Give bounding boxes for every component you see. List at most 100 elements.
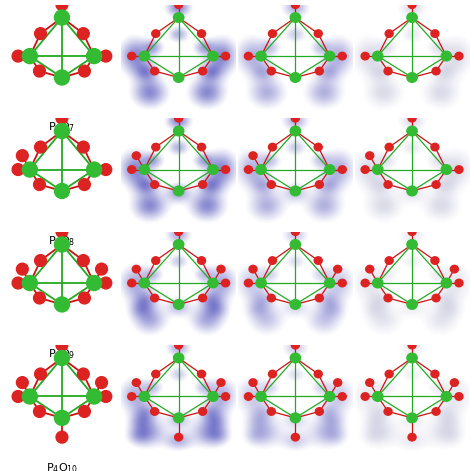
Circle shape xyxy=(208,278,218,288)
Circle shape xyxy=(441,51,452,61)
Circle shape xyxy=(221,52,229,60)
Circle shape xyxy=(55,350,69,365)
Circle shape xyxy=(315,408,323,415)
Circle shape xyxy=(334,265,342,273)
Circle shape xyxy=(292,341,300,349)
Circle shape xyxy=(17,150,28,162)
Circle shape xyxy=(152,257,160,264)
Circle shape xyxy=(455,52,463,60)
Circle shape xyxy=(267,408,275,415)
Circle shape xyxy=(384,181,392,188)
Circle shape xyxy=(361,52,369,60)
Circle shape xyxy=(87,276,101,291)
Circle shape xyxy=(35,141,46,153)
Circle shape xyxy=(455,393,463,400)
Circle shape xyxy=(373,392,383,401)
Circle shape xyxy=(87,49,101,64)
Circle shape xyxy=(334,379,342,386)
Circle shape xyxy=(35,255,46,267)
Circle shape xyxy=(139,51,149,61)
Circle shape xyxy=(314,30,322,37)
Circle shape xyxy=(408,1,416,8)
Circle shape xyxy=(128,52,136,60)
Circle shape xyxy=(173,300,184,309)
Circle shape xyxy=(174,433,182,441)
Circle shape xyxy=(22,49,37,64)
Circle shape xyxy=(151,181,159,188)
Circle shape xyxy=(385,30,393,37)
Circle shape xyxy=(77,141,89,153)
Circle shape xyxy=(338,166,346,173)
Circle shape xyxy=(173,13,184,22)
Circle shape xyxy=(338,279,346,287)
Circle shape xyxy=(12,277,24,289)
Circle shape xyxy=(268,30,276,37)
Circle shape xyxy=(132,265,140,273)
Circle shape xyxy=(100,50,112,62)
Circle shape xyxy=(373,278,383,288)
Circle shape xyxy=(432,67,440,75)
Circle shape xyxy=(132,379,140,386)
Circle shape xyxy=(35,28,46,40)
Circle shape xyxy=(56,339,68,351)
Circle shape xyxy=(290,186,301,196)
Circle shape xyxy=(407,353,417,363)
Circle shape xyxy=(432,408,440,415)
Circle shape xyxy=(268,143,276,151)
Circle shape xyxy=(441,392,452,401)
Circle shape xyxy=(256,278,266,288)
Circle shape xyxy=(199,181,207,188)
Circle shape xyxy=(249,152,257,159)
Circle shape xyxy=(217,379,225,386)
Circle shape xyxy=(79,292,91,304)
Circle shape xyxy=(174,341,182,349)
Circle shape xyxy=(361,279,369,287)
Circle shape xyxy=(245,393,253,400)
Circle shape xyxy=(22,276,37,291)
Circle shape xyxy=(139,278,149,288)
Circle shape xyxy=(198,30,206,37)
Circle shape xyxy=(87,389,101,404)
Circle shape xyxy=(366,379,374,386)
Circle shape xyxy=(34,292,46,304)
Circle shape xyxy=(384,67,392,75)
Circle shape xyxy=(34,179,46,190)
Circle shape xyxy=(256,165,266,174)
Circle shape xyxy=(455,166,463,173)
Circle shape xyxy=(128,279,136,287)
Circle shape xyxy=(408,341,416,349)
Circle shape xyxy=(338,393,346,400)
Circle shape xyxy=(132,152,140,159)
Circle shape xyxy=(407,413,417,423)
Circle shape xyxy=(55,123,69,138)
Circle shape xyxy=(173,353,184,363)
Circle shape xyxy=(198,257,206,264)
Circle shape xyxy=(77,368,89,380)
Circle shape xyxy=(245,166,253,173)
Text: $\mathregular{P_4O_{9}}$: $\mathregular{P_4O_{9}}$ xyxy=(48,347,75,361)
Circle shape xyxy=(290,300,301,309)
Circle shape xyxy=(373,51,383,61)
Circle shape xyxy=(450,379,458,386)
Circle shape xyxy=(290,353,301,363)
Circle shape xyxy=(292,433,300,441)
Circle shape xyxy=(267,181,275,188)
Circle shape xyxy=(325,51,335,61)
Circle shape xyxy=(441,165,452,174)
Circle shape xyxy=(290,413,301,423)
Circle shape xyxy=(174,1,182,8)
Text: $\mathregular{P_4O_{10}}$: $\mathregular{P_4O_{10}}$ xyxy=(46,461,78,471)
Circle shape xyxy=(338,52,346,60)
Circle shape xyxy=(373,165,383,174)
Circle shape xyxy=(55,297,69,312)
Circle shape xyxy=(432,181,440,188)
Circle shape xyxy=(267,67,275,75)
Circle shape xyxy=(77,28,89,40)
Circle shape xyxy=(208,392,218,401)
Circle shape xyxy=(431,30,439,37)
Circle shape xyxy=(245,52,253,60)
Circle shape xyxy=(408,114,416,122)
Circle shape xyxy=(34,65,46,77)
Circle shape xyxy=(256,51,266,61)
Circle shape xyxy=(221,393,229,400)
